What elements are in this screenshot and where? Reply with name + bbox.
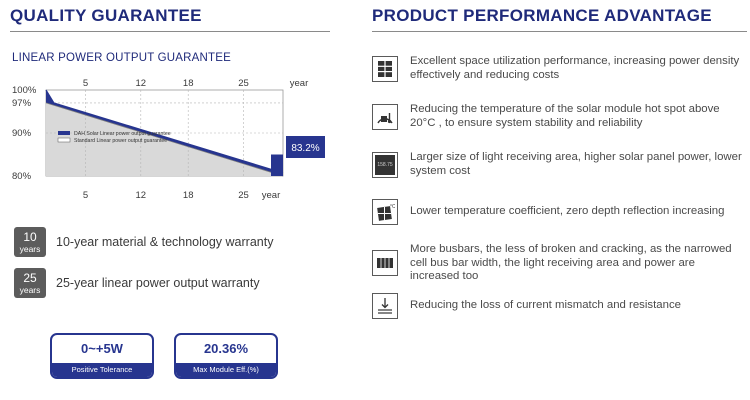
advantage-item: °C Lower temperature coefficient, zero d…: [372, 199, 747, 225]
advantage-item: 158.75 Larger size of light receiving ar…: [372, 151, 747, 178]
quality-guarantee-panel: QUALITY GUARANTEE LINEAR POWER OUTPUT GU…: [0, 0, 345, 400]
badge-number: 10: [23, 229, 37, 244]
badge-number: 25: [23, 270, 37, 285]
warranty-row-25: 25 years 25-year linear power output war…: [14, 268, 260, 298]
performance-title-divider: [372, 31, 747, 32]
module-efficiency-box: 20.36% Max Module Eff.(%): [174, 333, 278, 379]
x-bottom-unit-label: year: [262, 190, 280, 201]
busbar-icon: [372, 250, 398, 277]
performance-panel: PRODUCT PERFORMANCE ADVANTAGE Excellent …: [360, 0, 750, 400]
performance-title: PRODUCT PERFORMANCE ADVANTAGE: [372, 6, 712, 25]
stat-label: Max Module Eff.(%): [176, 363, 276, 377]
x-bottom-tick-label: 12: [136, 190, 147, 201]
advantage-item: Excellent space utilization performance,…: [372, 55, 747, 82]
large-cell-icon: 158.75: [372, 151, 398, 178]
quality-title-divider: [10, 31, 330, 32]
advantage-text: Reducing the loss of current mismatch an…: [410, 299, 681, 312]
advantage-text: More busbars, the less of broken and cra…: [410, 243, 732, 282]
advantage-item: Reducing the loss of current mismatch an…: [372, 293, 747, 319]
final-output-bar: [271, 154, 283, 176]
y-tick-label: 80%: [12, 171, 32, 182]
warranty-text: 10-year material & technology warranty: [56, 235, 274, 249]
legend-label-standard: Standard Linear power output guarantee: [74, 138, 167, 144]
x-bottom-tick-label: 5: [83, 190, 88, 201]
y-tick-label: 100%: [12, 85, 37, 96]
advantage-text: Reducing the temperature of the solar mo…: [410, 103, 720, 129]
temperature-coefficient-icon: °C: [372, 199, 398, 225]
years-badge: 25 years: [14, 268, 46, 298]
x-top-tick-label: 25: [238, 78, 249, 89]
y-tick-label: 90%: [12, 128, 32, 139]
badge-unit: years: [19, 243, 41, 254]
x-bottom-tick-label: 25: [238, 190, 249, 201]
cell-size-label: 158.75: [375, 154, 395, 175]
grid-panel-icon: [372, 55, 398, 82]
warranty-text: 25-year linear power output warranty: [56, 276, 260, 290]
linear-power-chart: 83.2% 100% 97% 90% 80% 5 12 18 25 year 5 12 18 25 year…: [12, 78, 325, 201]
stat-label: Positive Tolerance: [52, 363, 152, 377]
svg-text:°C: °C: [390, 204, 395, 210]
annotation-box: [286, 136, 325, 158]
y-tick-label: 97%: [12, 98, 32, 109]
stat-value: 0~+5W: [81, 341, 123, 356]
warranty-row-10: 10 years 10-year material & technology w…: [14, 227, 273, 257]
x-top-tick-label: 5: [83, 78, 88, 89]
positive-tolerance-box: 0~+5W Positive Tolerance: [50, 333, 154, 379]
x-top-tick-label: 18: [183, 78, 194, 89]
dah-warranty-band: [46, 90, 283, 176]
x-bottom-tick-label: 18: [183, 190, 194, 201]
badge-unit: years: [19, 284, 41, 295]
legend-swatch-dah: [58, 131, 70, 135]
advantage-text: Excellent space utilization performance,…: [410, 55, 740, 81]
advantage-item: Reducing the temperature of the solar mo…: [372, 103, 747, 130]
legend-label-dah: DAH Solar Linear power output guarantee: [74, 131, 171, 137]
stat-value: 20.36%: [203, 341, 249, 356]
quality-title: QUALITY GUARANTEE: [10, 6, 202, 25]
advantage-item: More busbars, the less of broken and cra…: [372, 243, 747, 284]
standard-series-line: [45, 102, 284, 177]
legend-swatch-standard: [57, 137, 71, 143]
advantage-text: Lower temperature coefficient, zero dept…: [410, 205, 725, 218]
x-top-tick-label: 12: [136, 78, 147, 89]
dah-series-line: [45, 89, 284, 174]
years-badge: 10 years: [14, 227, 46, 257]
current-mismatch-icon: [372, 293, 398, 319]
annotation-label: 83.2%: [291, 143, 319, 154]
thermometer-cell-icon: [372, 103, 398, 130]
x-top-unit-label: year: [290, 78, 308, 89]
chart-title: LINEAR POWER OUTPUT GUARANTEE: [12, 52, 232, 64]
advantage-text: Larger size of light receiving area, hig…: [410, 151, 742, 177]
